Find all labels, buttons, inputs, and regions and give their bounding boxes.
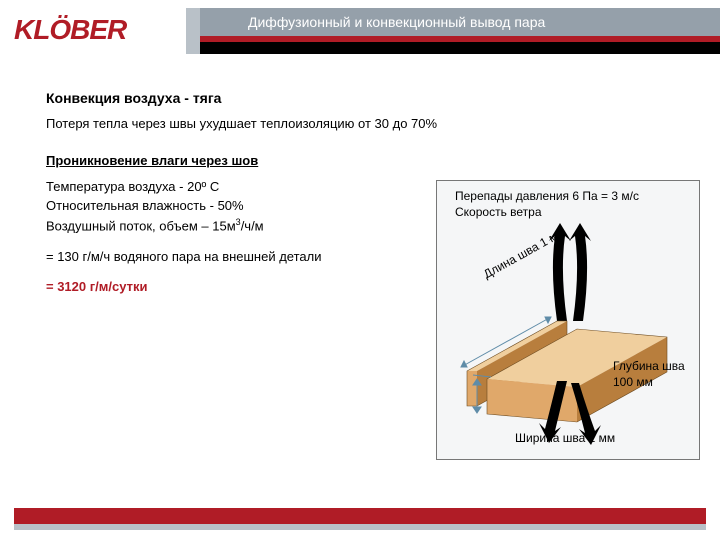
diagram-label-width: Ширина шва 2 мм	[515, 431, 615, 447]
footer-stripe-grey	[14, 524, 706, 530]
footer-stripe-red	[14, 508, 706, 524]
header-title-bar: Диффузионный и конвекционный вывод пара	[200, 8, 720, 36]
diagram-svg	[437, 181, 701, 461]
header-grey-accent	[186, 8, 200, 54]
diagram-label-depth: Глубина шва 100 мм	[613, 359, 685, 390]
section-intro: Потеря тепла через швы ухудшает теплоизо…	[46, 116, 686, 131]
footer	[14, 508, 706, 530]
diagram: Перепады давления 6 Па = 3 м/с Скорость …	[436, 180, 700, 460]
section-subheading: Проникновение влаги через шов	[46, 153, 686, 168]
brand-logo: KLÖBER	[14, 14, 126, 46]
section-heading: Конвекция воздуха - тяга	[46, 90, 686, 106]
header: KLÖBER Диффузионный и конвекционный выво…	[0, 0, 720, 62]
header-stripe-black	[200, 42, 720, 54]
